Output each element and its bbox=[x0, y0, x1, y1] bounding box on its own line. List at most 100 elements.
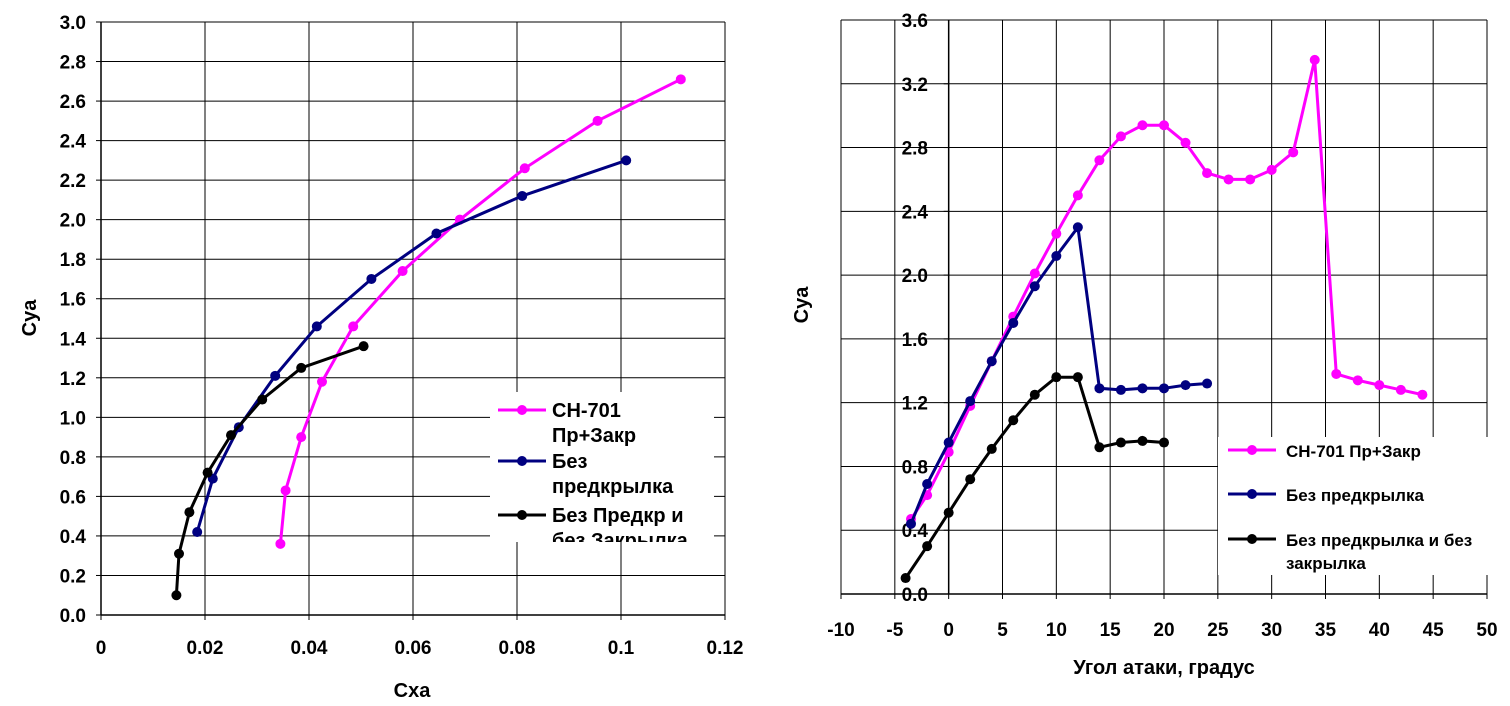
legend-entry-1: CH-701 Пр+Закр bbox=[498, 400, 636, 447]
data-point bbox=[1051, 250, 1062, 261]
data-point bbox=[358, 341, 369, 352]
x-tick-label: -5 bbox=[886, 620, 903, 641]
legend-marker bbox=[517, 405, 527, 415]
data-point bbox=[965, 396, 976, 407]
data-point bbox=[1115, 131, 1126, 142]
data-point bbox=[296, 432, 307, 443]
legend: CH-701 Пр+Закр Без предкрылка Без предкрыл… bbox=[1218, 437, 1500, 575]
data-point bbox=[366, 273, 377, 284]
data-point bbox=[257, 394, 268, 405]
data-point bbox=[1395, 384, 1406, 395]
data-point bbox=[1115, 384, 1126, 395]
data-point bbox=[1072, 372, 1083, 383]
x-tick-label: 10 bbox=[1046, 620, 1067, 641]
y-tick-label: 0.0 bbox=[60, 606, 86, 627]
y-tick-label: 1.2 bbox=[902, 394, 928, 415]
y-tick-label: 0.2 bbox=[60, 566, 86, 587]
y-tick-label: 2.6 bbox=[60, 92, 86, 113]
legend-label: Без предкрылка и без bbox=[1286, 531, 1472, 550]
data-point bbox=[1137, 435, 1148, 446]
x-axis-title: Cxa bbox=[394, 680, 432, 702]
x-tick-label: 20 bbox=[1153, 620, 1174, 641]
data-point bbox=[1008, 415, 1019, 426]
y-tick-label: 0.8 bbox=[60, 448, 86, 469]
legend-label: Без bbox=[552, 451, 587, 473]
data-point bbox=[1094, 155, 1105, 166]
legend-marker bbox=[1247, 534, 1257, 544]
legend-marker bbox=[1247, 445, 1257, 455]
y-tick-label: 2.4 bbox=[902, 202, 929, 223]
data-point bbox=[280, 485, 291, 496]
legend-marker bbox=[1247, 489, 1257, 499]
legend-entry-1: CH-701 Пр+Закр bbox=[1228, 442, 1421, 461]
y-tick-label: 1.8 bbox=[60, 250, 86, 271]
legend-entry-2: Без предкрылка bbox=[1228, 486, 1424, 505]
y-tick-label: 2.4 bbox=[60, 132, 87, 153]
data-point bbox=[905, 518, 916, 529]
legend: CH-701 Пр+Закр Без предкрылка Без Предкр и бе… bbox=[490, 392, 714, 542]
legend-entries: CH-701 Пр+Закр Без предкрылка Без предкрыл… bbox=[1228, 442, 1472, 573]
data-point bbox=[1309, 54, 1320, 65]
data-point bbox=[226, 430, 236, 441]
x-tick-label: 50 bbox=[1476, 620, 1497, 641]
legend-box bbox=[490, 392, 714, 542]
x-tick-label: 0.02 bbox=[187, 638, 224, 659]
data-point bbox=[900, 573, 911, 584]
data-point bbox=[1094, 442, 1105, 453]
x-tick-label: 0 bbox=[943, 620, 954, 641]
series-2 bbox=[905, 222, 1213, 529]
data-point bbox=[1159, 383, 1169, 394]
data-point bbox=[171, 590, 182, 601]
data-point bbox=[270, 370, 281, 381]
y-tick-label: 1.6 bbox=[902, 330, 928, 351]
data-point bbox=[621, 155, 632, 166]
data-point bbox=[965, 474, 976, 485]
data-point bbox=[592, 115, 603, 126]
data-point bbox=[192, 526, 203, 537]
y-tick-label: 0.8 bbox=[902, 457, 928, 478]
legend-label: Без Предкр и bbox=[552, 505, 683, 527]
data-point bbox=[275, 538, 286, 549]
data-point bbox=[943, 437, 954, 448]
data-point bbox=[1288, 147, 1299, 158]
x-tick-label: 30 bbox=[1261, 620, 1282, 641]
data-point bbox=[1202, 378, 1213, 389]
data-point bbox=[1072, 190, 1083, 201]
series-1 bbox=[275, 74, 686, 549]
data-point bbox=[1029, 281, 1040, 292]
y-tick-label: 3.2 bbox=[902, 75, 928, 96]
series-line bbox=[904, 375, 1165, 579]
data-point bbox=[1072, 222, 1083, 233]
data-point bbox=[1352, 375, 1363, 386]
legend-entries: CH-701 Пр+Закр Без предкрылка Без Предкр и бе… bbox=[498, 400, 689, 542]
data-point bbox=[1417, 389, 1428, 400]
data-point bbox=[1159, 437, 1169, 448]
data-point bbox=[943, 507, 954, 518]
data-point bbox=[184, 507, 195, 518]
legend-label: предкрылка bbox=[552, 476, 674, 498]
y-tick-label: 1.6 bbox=[60, 290, 86, 311]
x-tick-label: 45 bbox=[1423, 620, 1445, 641]
legend-entry-3: Без Предкр и без Закрылка bbox=[498, 505, 689, 542]
data-point bbox=[202, 467, 213, 478]
x-tick-label: 0.12 bbox=[707, 638, 744, 659]
legend-label: закрылка bbox=[1286, 554, 1366, 573]
legend-label: Без предкрылка bbox=[1286, 486, 1424, 505]
legend-marker bbox=[517, 456, 527, 466]
x-tick-label: 0.08 bbox=[499, 638, 536, 659]
y-tick-label: 2.0 bbox=[902, 266, 928, 287]
y-tick-label: 0.6 bbox=[60, 487, 86, 508]
data-point bbox=[311, 321, 322, 332]
data-point bbox=[1266, 164, 1277, 175]
series-line bbox=[174, 344, 365, 596]
data-point bbox=[922, 478, 933, 489]
legend-label: Пр+Закр bbox=[552, 425, 636, 447]
legend-entry-2: Без предкрылка bbox=[498, 451, 674, 498]
data-point bbox=[174, 548, 184, 559]
legend-box bbox=[1218, 437, 1500, 575]
x-tick-label: 35 bbox=[1315, 620, 1337, 641]
y-tick-label: 1.2 bbox=[60, 369, 86, 390]
data-point bbox=[1029, 389, 1040, 400]
y-tick-label: 2.8 bbox=[60, 53, 86, 74]
data-point bbox=[1029, 268, 1040, 279]
